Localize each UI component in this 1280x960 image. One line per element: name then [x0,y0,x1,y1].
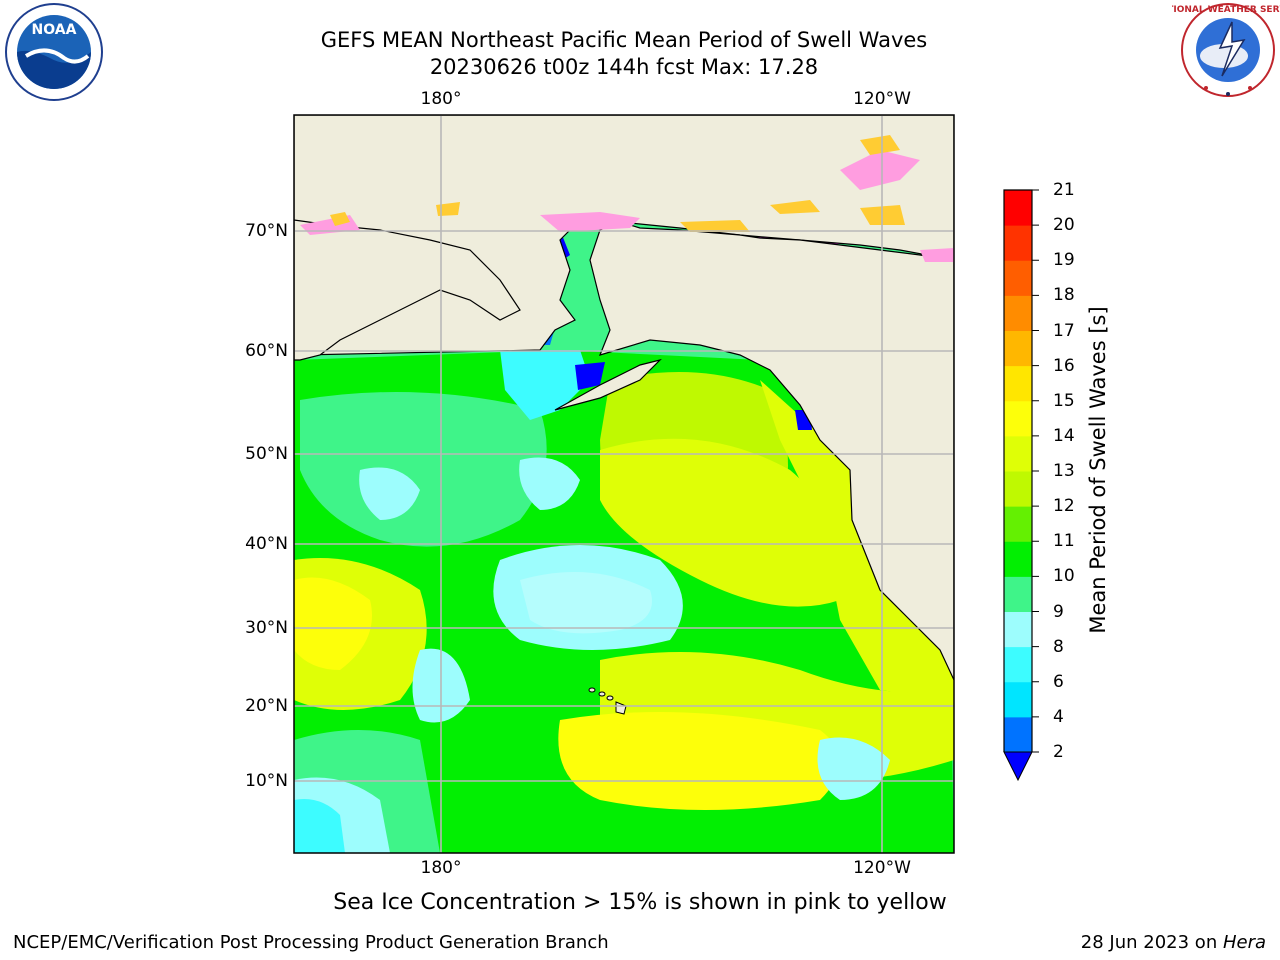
footer-date-text: 28 Jun 2023 on [1080,932,1223,953]
swell-period-field [294,205,954,853]
colorbar-tick-label: 6 [1053,671,1064,692]
nws-logo: NATIONAL WEATHER SERVICE [1172,3,1280,97]
lat-tick-10n: 10°N [245,771,288,791]
colorbar-segment [1004,611,1032,648]
noaa-logo-text: NOAA [32,22,77,38]
colorbar-segment [1004,471,1032,507]
colorbar-tick-label: 17 [1053,320,1075,341]
colorbar-tick-label: 18 [1053,285,1075,306]
colorbar-tick-label: 20 [1053,215,1075,236]
footer-date: 28 Jun 2023 on Hera [1081,932,1266,953]
colorbar-tick-label: 21 [1053,180,1075,200]
colorbar-tick-label: 13 [1053,461,1075,481]
colorbar-under-arrow [1003,751,1033,782]
lon-tick-top-120w: 120°W [853,89,911,109]
colorbar-tick-label: 11 [1053,531,1075,552]
colorbar-tick-label: 19 [1053,250,1075,271]
chart-subtitle: 20230626 t00z 144h fcst Max: 17.28 [429,55,819,79]
lat-tick-70n: 70°N [245,221,288,241]
colorbar-segment [1004,365,1032,402]
land [294,115,954,681]
colorbar-tick-label: 9 [1053,601,1064,622]
lon-tick-bottom-180: 180° [420,858,462,878]
lat-tick-40n: 40°N [245,534,288,554]
colorbar-tick-label: 4 [1053,706,1064,727]
lat-tick-50n: 50°N [245,444,288,464]
colorbar-segment [1004,681,1032,718]
lat-tick-20n: 20°N [245,696,288,716]
colorbar-segment [1004,190,1032,226]
hawaii-islands [588,687,627,715]
chart-title: GEFS MEAN Northeast Pacific Mean Period … [320,28,928,52]
colorbar-tick-label: 15 [1053,390,1075,411]
lat-tick-60n: 60°N [245,341,288,361]
footer-credit: NCEP/EMC/Verification Post Processing Pr… [13,932,609,953]
colorbar-segment [1004,646,1032,683]
colorbar-segment [1004,260,1032,296]
nws-logo-text: NATIONAL WEATHER SERVICE [1172,5,1280,15]
colorbar-segment [1004,435,1032,472]
colorbar-segment [1004,576,1032,612]
footer-host: Hera [1222,932,1266,953]
lon-tick-bottom-120w: 120°W [853,858,911,878]
colorbar-segment [1004,541,1032,577]
colorbar-segment [1004,295,1032,331]
colorbar-tick-label: 16 [1053,355,1075,376]
map-frame [293,114,955,854]
sea-ice-note: Sea Ice Concentration > 15% is shown in … [333,890,947,915]
colorbar-tick-label: 14 [1053,425,1075,446]
colorbar-tick-label: 12 [1053,496,1075,517]
colorbar-label: Mean Period of Swell Waves [s] [1086,306,1110,634]
noaa-logo: NOAA [5,3,103,101]
lon-tick-top-180: 180° [420,89,462,109]
colorbar-segment [1004,506,1032,542]
colorbar-tick-label: 8 [1053,636,1064,657]
colorbar-segment [1004,330,1032,367]
colorbar-segment [1004,225,1032,261]
gridlines [294,115,954,853]
lat-tick-30n: 30°N [245,618,288,638]
colorbar-segment [1004,716,1032,753]
colorbar-tick-label: 2 [1053,742,1064,762]
colorbar-segment [1004,400,1032,437]
colorbar-tick-label: 10 [1053,566,1075,587]
